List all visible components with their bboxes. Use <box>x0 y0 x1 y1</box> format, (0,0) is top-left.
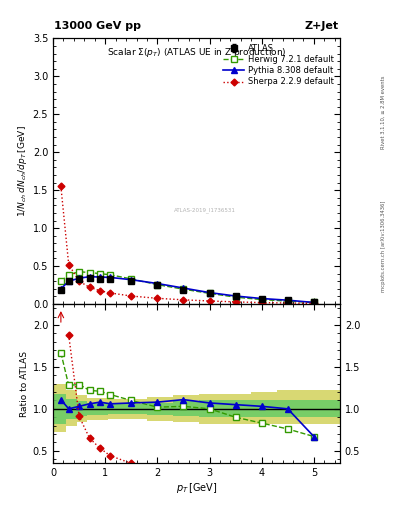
Sherpa 2.2.9 default <box>108 290 113 296</box>
Herwig 7.2.1 default <box>312 300 316 306</box>
Pythia 8.308 default <box>87 273 92 280</box>
Sherpa 2.2.9 default <box>97 288 102 294</box>
Line: Sherpa 2.2.9 default: Sherpa 2.2.9 default <box>59 184 316 306</box>
Text: Rivet 3.1.10, ≥ 2.8M events: Rivet 3.1.10, ≥ 2.8M events <box>381 76 386 150</box>
Herwig 7.2.1 default <box>129 276 134 282</box>
Sherpa 2.2.9 default <box>207 298 212 304</box>
Sherpa 2.2.9 default <box>59 183 63 189</box>
X-axis label: $p_T\,[\mathrm{GeV}]$: $p_T\,[\mathrm{GeV}]$ <box>176 481 217 495</box>
Pythia 8.308 default <box>312 300 316 306</box>
Pythia 8.308 default <box>259 295 264 302</box>
Herwig 7.2.1 default <box>259 296 264 303</box>
Pythia 8.308 default <box>108 274 113 281</box>
Pythia 8.308 default <box>233 293 238 299</box>
Y-axis label: $1/N_{ch}\,dN_{ch}/dp_T\,[\mathrm{GeV}]$: $1/N_{ch}\,dN_{ch}/dp_T\,[\mathrm{GeV}]$ <box>16 125 29 217</box>
Text: Scalar $\Sigma(p_T)$ (ATLAS UE in Z production): Scalar $\Sigma(p_T)$ (ATLAS UE in Z prod… <box>107 47 286 59</box>
Sherpa 2.2.9 default <box>129 293 134 299</box>
Pythia 8.308 default <box>77 275 81 281</box>
Pythia 8.308 default <box>285 297 290 303</box>
Sherpa 2.2.9 default <box>77 278 81 284</box>
Herwig 7.2.1 default <box>181 286 186 292</box>
Sherpa 2.2.9 default <box>312 301 316 307</box>
Text: ATLAS-2019_I1736531: ATLAS-2019_I1736531 <box>174 207 235 212</box>
Pythia 8.308 default <box>66 278 71 284</box>
Pythia 8.308 default <box>59 286 63 292</box>
Herwig 7.2.1 default <box>77 269 81 275</box>
Pythia 8.308 default <box>97 274 102 280</box>
Pythia 8.308 default <box>181 285 186 291</box>
Sherpa 2.2.9 default <box>181 297 186 303</box>
Herwig 7.2.1 default <box>87 269 92 275</box>
Line: Herwig 7.2.1 default: Herwig 7.2.1 default <box>58 269 317 305</box>
Herwig 7.2.1 default <box>155 282 160 288</box>
Legend: ATLAS, Herwig 7.2.1 default, Pythia 8.308 default, Sherpa 2.2.9 default: ATLAS, Herwig 7.2.1 default, Pythia 8.30… <box>222 42 336 88</box>
Herwig 7.2.1 default <box>66 272 71 278</box>
Herwig 7.2.1 default <box>97 270 102 276</box>
Text: mcplots.cern.ch [arXiv:1306.3436]: mcplots.cern.ch [arXiv:1306.3436] <box>381 200 386 291</box>
Sherpa 2.2.9 default <box>259 300 264 306</box>
Herwig 7.2.1 default <box>285 298 290 304</box>
Sherpa 2.2.9 default <box>233 299 238 305</box>
Line: Pythia 8.308 default: Pythia 8.308 default <box>58 274 317 305</box>
Pythia 8.308 default <box>129 276 134 283</box>
Y-axis label: Ratio to ATLAS: Ratio to ATLAS <box>20 351 29 417</box>
Text: Z+Jet: Z+Jet <box>305 20 339 31</box>
Sherpa 2.2.9 default <box>87 284 92 290</box>
Herwig 7.2.1 default <box>207 290 212 296</box>
Herwig 7.2.1 default <box>233 294 238 300</box>
Sherpa 2.2.9 default <box>285 300 290 306</box>
Herwig 7.2.1 default <box>59 278 63 284</box>
Pythia 8.308 default <box>155 281 160 287</box>
Pythia 8.308 default <box>207 290 212 296</box>
Text: 13000 GeV pp: 13000 GeV pp <box>54 20 141 31</box>
Sherpa 2.2.9 default <box>66 262 71 268</box>
Sherpa 2.2.9 default <box>155 295 160 302</box>
Herwig 7.2.1 default <box>108 272 113 278</box>
